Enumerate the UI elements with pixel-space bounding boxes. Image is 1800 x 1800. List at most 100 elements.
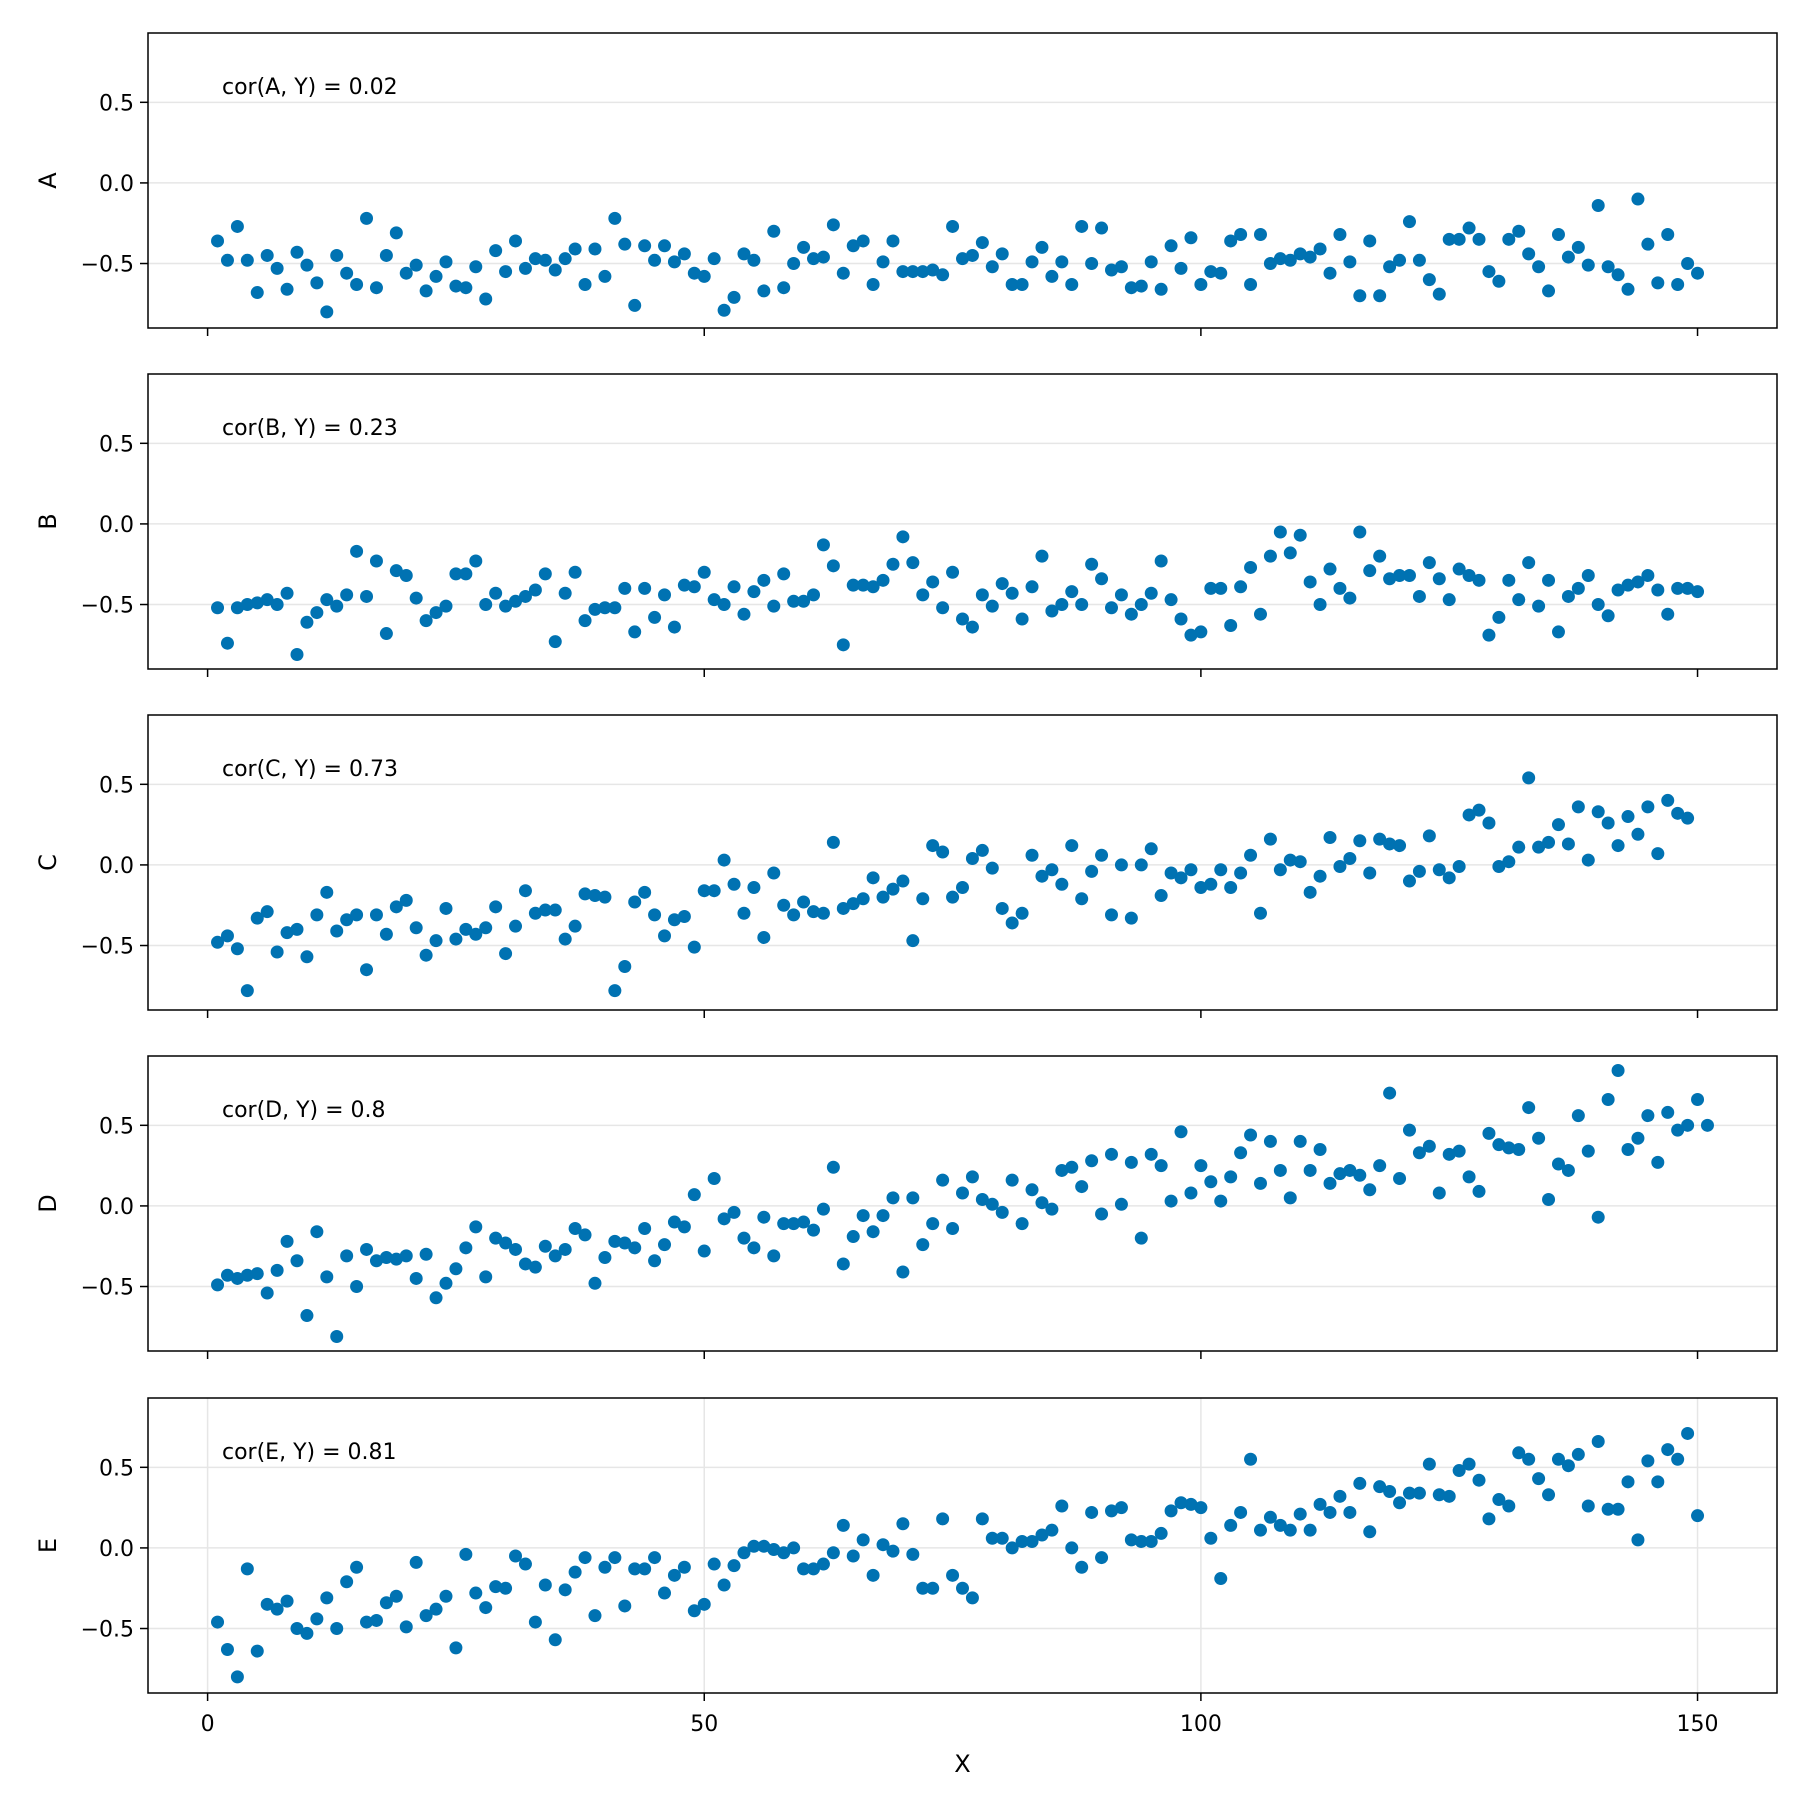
data-point [1035, 549, 1049, 563]
data-point [439, 255, 453, 269]
data-point [1502, 573, 1516, 587]
y-axis-label: E [34, 1538, 62, 1553]
data-point [807, 1223, 821, 1237]
data-point [1283, 546, 1297, 560]
data-point [310, 908, 324, 922]
data-point [628, 1241, 642, 1255]
data-point [260, 1597, 274, 1611]
data-point [1035, 869, 1049, 883]
y-tick-label: 0.5 [99, 432, 134, 457]
data-point [459, 922, 473, 936]
data-point [777, 1217, 791, 1231]
data-point [270, 1263, 284, 1277]
data-point [1621, 282, 1635, 296]
data-point [250, 1644, 264, 1658]
data-point [1373, 832, 1387, 846]
data-point [797, 1562, 811, 1576]
data-point [588, 889, 602, 903]
data-point [995, 1205, 1009, 1219]
data-point [1253, 228, 1267, 242]
data-point [1601, 1093, 1615, 1107]
data-point [1224, 1170, 1238, 1184]
data-point [1651, 1155, 1665, 1169]
data-point [1651, 847, 1665, 861]
data-point [757, 284, 771, 298]
data-point [926, 1581, 940, 1595]
data-point [777, 898, 791, 912]
data-point [1293, 1134, 1307, 1148]
data-point [489, 586, 503, 600]
data-point [797, 594, 811, 608]
data-point [568, 565, 582, 579]
y-tick-label: −0.5 [81, 1618, 134, 1643]
data-point [360, 211, 374, 225]
data-point [1134, 598, 1148, 612]
data-point [1095, 1551, 1109, 1565]
data-point [618, 581, 632, 595]
y-tick-label: −0.5 [81, 253, 134, 278]
data-point [1204, 1531, 1218, 1545]
data-point [856, 234, 870, 248]
data-point [876, 1209, 890, 1223]
data-point [648, 908, 662, 922]
data-point [1323, 562, 1337, 576]
data-point [489, 900, 503, 914]
data-point [350, 277, 364, 291]
data-point [1621, 1142, 1635, 1156]
data-point [737, 607, 751, 621]
data-point [1085, 1505, 1099, 1519]
data-point [1571, 240, 1585, 254]
data-point [1641, 569, 1655, 583]
data-point [389, 1589, 403, 1603]
data-point [608, 211, 622, 225]
data-point [936, 268, 950, 282]
data-point [1422, 829, 1436, 843]
data-point [826, 1546, 840, 1560]
data-point [1174, 261, 1188, 275]
data-point [1363, 866, 1377, 880]
data-point [1045, 604, 1059, 618]
data-point [1502, 1141, 1516, 1155]
data-point [965, 248, 979, 262]
data-point [896, 265, 910, 279]
x-axis-label: X [954, 1750, 970, 1778]
data-point [1363, 1525, 1377, 1539]
data-point [1691, 1509, 1705, 1523]
data-point [369, 281, 383, 295]
data-point [1154, 1159, 1168, 1173]
data-point [1174, 871, 1188, 885]
data-point [280, 1234, 294, 1248]
data-point [528, 1260, 542, 1274]
data-point [518, 261, 532, 275]
data-point [419, 614, 433, 628]
data-point [1601, 1502, 1615, 1516]
data-point [1164, 1194, 1178, 1208]
data-point [1144, 255, 1158, 269]
panel-frame [147, 1055, 1778, 1352]
data-point [211, 1615, 225, 1629]
data-point [1422, 273, 1436, 287]
data-point [350, 1280, 364, 1294]
data-point [1472, 573, 1486, 587]
data-point [230, 942, 244, 956]
data-point [717, 1578, 731, 1592]
data-point [290, 647, 304, 661]
data-point [429, 1602, 443, 1616]
x-tick-label: 50 [690, 1712, 718, 1737]
data-point [558, 932, 572, 946]
data-point [1244, 1452, 1258, 1466]
data-point [1532, 1472, 1546, 1486]
data-point [250, 286, 264, 300]
data-point [340, 588, 354, 602]
data-point [399, 569, 413, 583]
data-point [1293, 855, 1307, 869]
data-point [588, 1276, 602, 1290]
data-point [250, 1267, 264, 1281]
data-point [1671, 581, 1685, 595]
data-point [697, 884, 711, 898]
data-point [1631, 575, 1645, 589]
data-point [1621, 1475, 1635, 1489]
data-point [399, 1249, 413, 1263]
data-point [379, 1596, 393, 1610]
